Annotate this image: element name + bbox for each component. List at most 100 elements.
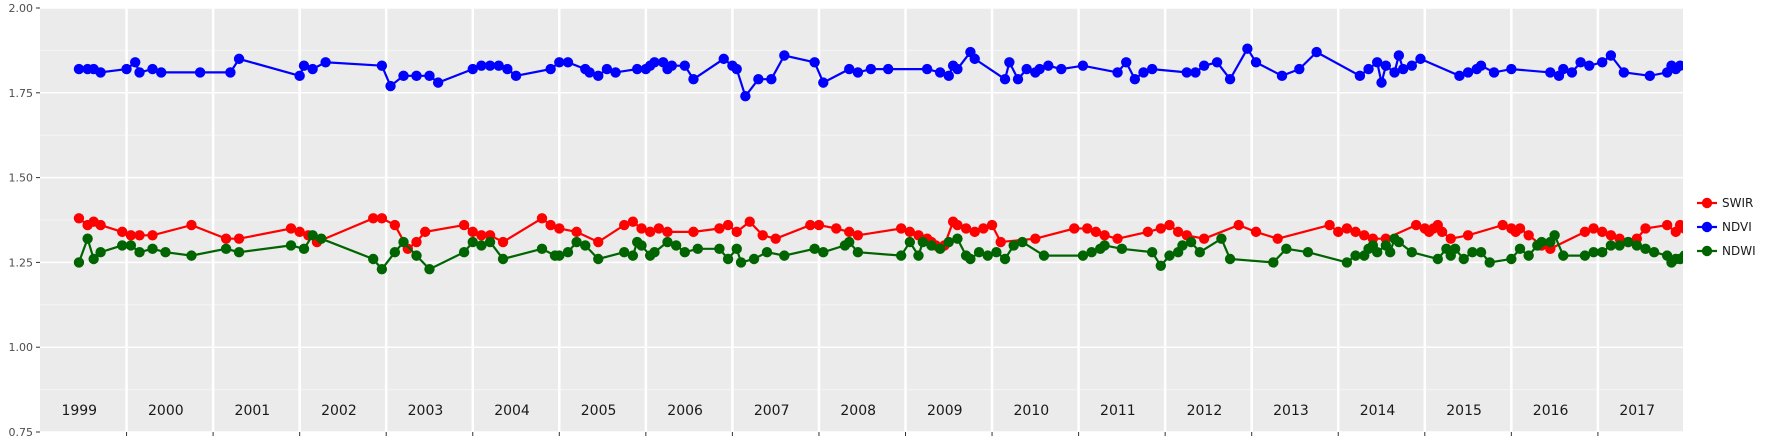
data-point-ndwi	[233, 247, 245, 258]
data-point-ndvi	[943, 70, 954, 82]
data-point-swir	[978, 223, 989, 234]
data-point-ndvi	[649, 57, 660, 68]
data-point-ndwi	[1679, 250, 1683, 261]
data-point-ndwi	[934, 243, 946, 255]
data-point-ndwi	[973, 247, 985, 258]
data-point-swir	[125, 230, 137, 241]
data-point-ndwi	[571, 236, 582, 248]
data-point-swir	[844, 226, 855, 238]
year-label: 1999	[61, 403, 97, 419]
data-point-swir	[960, 223, 972, 234]
data-point-ndvi	[467, 63, 478, 75]
data-point-swir	[294, 226, 305, 238]
data-point-swir	[1514, 223, 1526, 234]
data-point-ndwi	[999, 253, 1011, 265]
data-point-ndwi	[692, 243, 703, 255]
data-point-ndvi	[424, 70, 435, 82]
data-point-ndwi	[917, 236, 929, 248]
data-point-swir	[757, 230, 768, 241]
data-point-ndvi	[688, 74, 699, 85]
data-point-swir	[497, 236, 509, 248]
data-point-ndvi	[1224, 74, 1236, 85]
data-point-ndvi	[1034, 63, 1045, 75]
data-point-ndwi	[376, 263, 388, 275]
data-point-swir	[1410, 219, 1422, 231]
data-point-ndwi	[554, 250, 565, 261]
data-point-ndvi	[631, 63, 643, 75]
data-point-swir	[147, 230, 158, 241]
data-point-ndvi	[307, 63, 318, 75]
data-point-ndwi	[1648, 247, 1660, 258]
data-point-ndwi	[748, 253, 760, 265]
series-ndvi	[73, 43, 1728, 102]
data-point-swir	[95, 219, 106, 231]
data-point-ndwi	[1605, 240, 1617, 251]
data-point-ndwi	[1631, 240, 1643, 251]
data-point-swir	[1142, 226, 1154, 238]
data-point-ndvi	[1043, 60, 1054, 71]
legend-key-point	[1701, 245, 1713, 257]
data-point-ndvi	[554, 57, 565, 68]
data-point-swir	[1579, 226, 1591, 238]
data-point-ndvi	[766, 74, 777, 85]
data-point-ndvi	[1710, 64, 1720, 74]
data-point-ndwi	[636, 240, 647, 251]
data-point-ndvi	[95, 67, 106, 78]
legend-key-point	[1701, 197, 1713, 209]
data-point-ndvi	[121, 63, 132, 75]
data-point-ndvi	[1692, 64, 1702, 74]
data-point-ndwi	[316, 233, 327, 244]
data-point-ndvi	[1575, 57, 1586, 68]
data-point-ndwi	[722, 253, 734, 265]
y-tick-label: 1.50	[9, 172, 34, 185]
data-point-ndwi	[1194, 247, 1205, 258]
data-point-swir	[1462, 230, 1474, 241]
data-point-ndwi	[1467, 247, 1478, 258]
data-point-swir	[1436, 226, 1448, 238]
data-point-swir	[1679, 223, 1683, 234]
data-point-ndwi	[679, 247, 690, 258]
data-point-ndvi	[155, 67, 167, 78]
data-point-ndwi	[913, 250, 924, 261]
data-point-ndvi	[1718, 64, 1728, 74]
data-point-ndwi	[1549, 230, 1560, 241]
data-point-swir	[536, 213, 548, 224]
series-line-swir	[78, 216, 1683, 251]
data-point-ndwi	[1185, 236, 1197, 248]
data-point-ndwi	[1116, 243, 1128, 255]
data-point-ndwi	[761, 247, 773, 258]
data-point-ndvi	[73, 63, 85, 75]
data-point-ndvi	[1389, 67, 1400, 78]
data-point-ndwi	[1099, 240, 1110, 251]
y-tick-label: 1.75	[9, 87, 34, 100]
data-point-ndwi	[220, 243, 232, 255]
data-point-ndwi	[411, 250, 422, 261]
data-point-ndvi	[562, 57, 574, 68]
data-point-ndvi	[134, 67, 145, 78]
data-point-ndvi	[1138, 67, 1149, 78]
data-point-ndvi	[1397, 63, 1409, 75]
data-point-ndvi	[1112, 67, 1123, 78]
data-point-ndwi	[619, 247, 630, 258]
data-point-ndwi	[895, 250, 907, 261]
data-point-ndvi	[969, 53, 980, 65]
data-point-swir	[1341, 223, 1353, 234]
data-point-swir	[134, 230, 145, 241]
data-point-swir	[1605, 230, 1617, 241]
data-point-ndvi	[921, 63, 933, 75]
data-point-swir	[376, 213, 388, 224]
data-point-ndwi	[389, 247, 401, 258]
data-point-ndwi	[844, 236, 855, 248]
data-point-swir	[1588, 223, 1599, 234]
data-point-swir	[545, 219, 556, 231]
data-point-ndvi	[1488, 67, 1500, 78]
data-point-ndvi	[1146, 63, 1158, 75]
data-point-swir	[969, 226, 980, 238]
data-point-swir	[1082, 223, 1093, 234]
data-point-ndwi	[982, 250, 993, 261]
data-point-ndwi	[1458, 253, 1469, 265]
data-point-ndvi	[476, 60, 487, 71]
data-point-ndwi	[1640, 243, 1651, 255]
data-point-ndvi	[1701, 67, 1711, 77]
data-point-ndvi	[666, 60, 678, 71]
